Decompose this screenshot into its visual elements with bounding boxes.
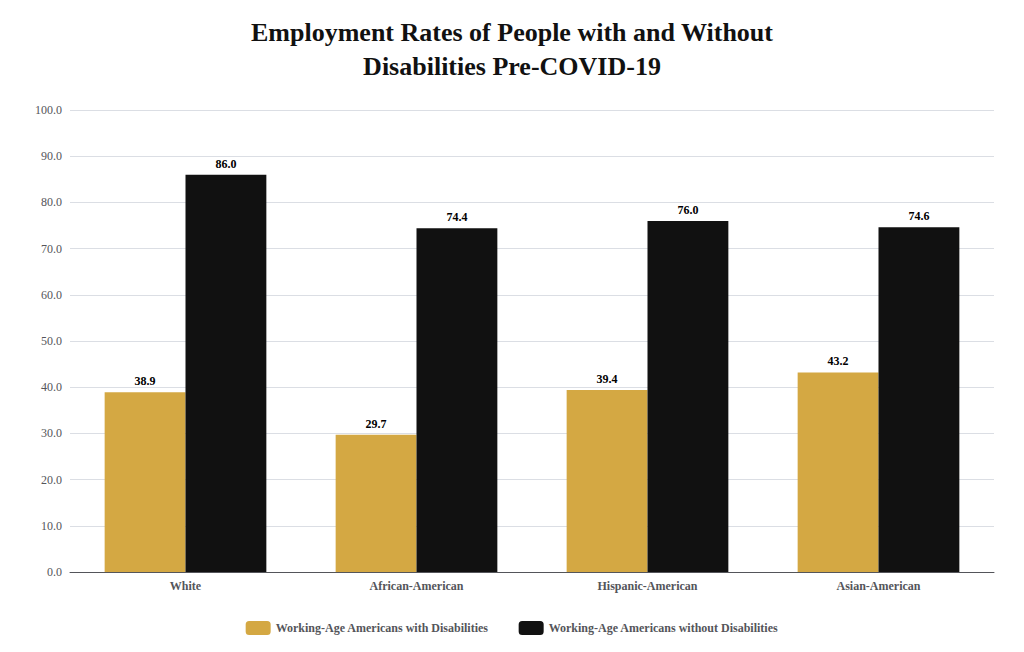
svg-text:Employment Rates of People wit: Employment Rates of People with and With… [251,18,773,47]
svg-text:86.0: 86.0 [215,157,236,171]
svg-text:Hispanic-American: Hispanic-American [598,579,698,593]
svg-text:Working-Age Americans with Dis: Working-Age Americans with Disabilities [276,621,489,635]
svg-text:74.4: 74.4 [446,210,467,224]
svg-text:Working-Age Americans without: Working-Age Americans without Disabiliti… [549,621,778,635]
svg-text:74.6: 74.6 [908,209,929,223]
svg-text:White: White [170,579,202,593]
svg-text:43.2: 43.2 [828,354,849,368]
svg-text:African-American: African-American [370,579,464,593]
svg-text:100.0: 100.0 [35,103,62,117]
svg-text:Asian-American: Asian-American [837,579,921,593]
svg-text:38.9: 38.9 [135,374,156,388]
svg-text:50.0: 50.0 [41,334,62,348]
svg-text:20.0: 20.0 [41,473,62,487]
svg-text:39.4: 39.4 [597,372,618,386]
svg-text:70.0: 70.0 [41,242,62,256]
svg-text:0.0: 0.0 [47,565,62,579]
svg-text:90.0: 90.0 [41,149,62,163]
svg-text:29.7: 29.7 [366,417,387,431]
svg-text:30.0: 30.0 [41,426,62,440]
svg-text:10.0: 10.0 [41,519,62,533]
svg-text:76.0: 76.0 [677,203,698,217]
svg-text:40.0: 40.0 [41,380,62,394]
svg-text:80.0: 80.0 [41,195,62,209]
svg-text:Disabilities Pre-COVID-19: Disabilities Pre-COVID-19 [363,52,661,81]
svg-text:60.0: 60.0 [41,288,62,302]
